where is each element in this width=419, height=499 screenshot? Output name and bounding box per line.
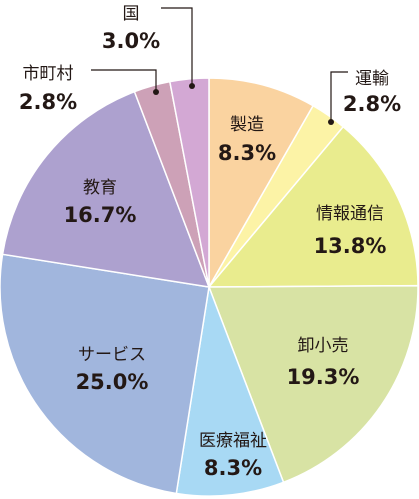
pie-slices xyxy=(0,77,419,497)
leader-line xyxy=(330,71,348,122)
slice-label: 運輸 xyxy=(355,69,389,89)
leader-dot xyxy=(189,83,195,89)
slice-label: 教育 xyxy=(83,178,117,198)
slice-value-label: 19.3% xyxy=(287,365,360,389)
slice-value-label: 2.8% xyxy=(343,92,401,116)
pie-slice xyxy=(175,284,285,497)
slice-value-label: 3.0% xyxy=(102,29,160,53)
pie-slice xyxy=(208,77,315,290)
slice-label: 卸小売 xyxy=(298,336,349,356)
pie-slice xyxy=(207,125,419,288)
slice-value-label: 25.0% xyxy=(76,370,149,394)
leader-line xyxy=(161,7,193,86)
leader-dot xyxy=(328,119,334,125)
slice-labels: 製造 8.3% 運輸 2.8% 情報通信 13.8% 卸小売 19.3% 医療福祉 8.3% サービ… xyxy=(19,4,401,480)
slice-value-label: 2.8% xyxy=(19,90,77,114)
pie-slice xyxy=(1,90,211,288)
slice-label: 国 xyxy=(123,4,140,24)
slice-label: 情報通信 xyxy=(316,204,384,224)
slice-label: 市町村 xyxy=(23,64,74,84)
slice-label: 製造 xyxy=(230,115,264,135)
slice-label: 医療福祉 xyxy=(199,431,267,451)
slice-value-label: 13.8% xyxy=(314,234,387,258)
leader-dot xyxy=(153,89,159,95)
leader-lines xyxy=(91,7,348,125)
slice-label: サービス xyxy=(78,345,146,365)
slice-value-label: 8.3% xyxy=(204,456,262,480)
pie-slice xyxy=(207,284,419,484)
slice-value-label: 8.3% xyxy=(218,141,276,165)
pie-slice xyxy=(168,77,210,288)
slice-value-label: 16.7% xyxy=(64,203,137,227)
pie-slice xyxy=(0,253,210,495)
leader-line xyxy=(91,69,157,92)
